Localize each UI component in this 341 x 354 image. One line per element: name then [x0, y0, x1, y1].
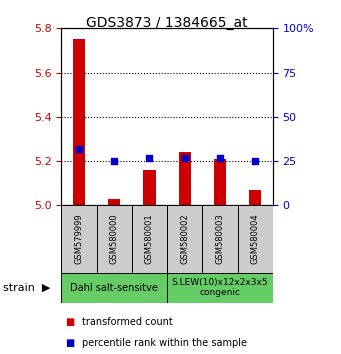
- Bar: [167, 205, 202, 273]
- Bar: [249, 190, 261, 205]
- Bar: [73, 39, 85, 205]
- Point: [182, 155, 188, 160]
- Text: GSM580001: GSM580001: [145, 213, 154, 264]
- Bar: [108, 199, 120, 205]
- Point: [112, 158, 117, 164]
- Text: GDS3873 / 1384665_at: GDS3873 / 1384665_at: [86, 16, 248, 30]
- Text: ■: ■: [65, 317, 74, 327]
- Text: GSM580002: GSM580002: [180, 213, 189, 264]
- Bar: [167, 273, 273, 303]
- Text: GSM579999: GSM579999: [74, 213, 84, 264]
- Bar: [143, 170, 155, 205]
- Bar: [132, 205, 167, 273]
- Point: [76, 146, 82, 152]
- Text: GSM580003: GSM580003: [216, 213, 224, 264]
- Text: S.LEW(10)x12x2x3x5
congenic: S.LEW(10)x12x2x3x5 congenic: [172, 278, 268, 297]
- Bar: [97, 205, 132, 273]
- Point: [147, 155, 152, 160]
- Bar: [179, 152, 191, 205]
- Bar: [61, 205, 97, 273]
- Text: transformed count: transformed count: [82, 317, 173, 327]
- Bar: [61, 273, 167, 303]
- Point: [217, 155, 223, 160]
- Text: GSM580004: GSM580004: [251, 213, 260, 264]
- Text: percentile rank within the sample: percentile rank within the sample: [82, 338, 247, 348]
- Text: ■: ■: [65, 338, 74, 348]
- Bar: [202, 205, 238, 273]
- Bar: [238, 205, 273, 273]
- Text: strain  ▶: strain ▶: [3, 282, 51, 293]
- Text: Dahl salt-sensitve: Dahl salt-sensitve: [70, 282, 158, 293]
- Text: GSM580000: GSM580000: [110, 213, 119, 264]
- Bar: [214, 159, 226, 205]
- Point: [252, 158, 258, 164]
